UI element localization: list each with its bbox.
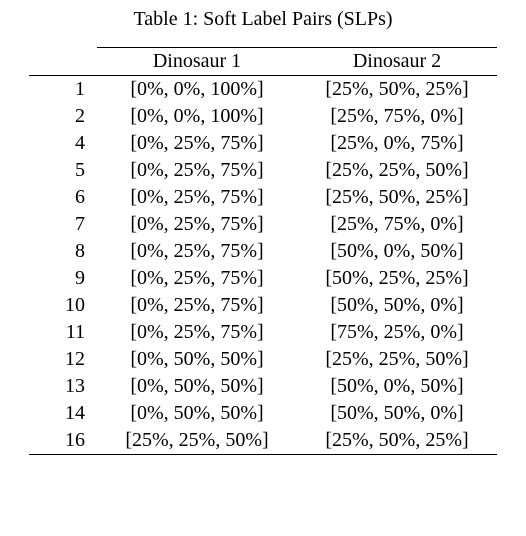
cell-dinosaur-2: [50%, 0%, 50%] xyxy=(297,238,497,265)
cell-dinosaur-1: [0%, 50%, 50%] xyxy=(97,373,297,400)
table-row: 10[0%, 25%, 75%][50%, 50%, 0%] xyxy=(29,292,497,319)
table-row: 8[0%, 25%, 75%][50%, 0%, 50%] xyxy=(29,238,497,265)
cell-dinosaur-2: [25%, 50%, 25%] xyxy=(297,76,497,104)
cell-index: 14 xyxy=(29,400,97,427)
table-row: 12[0%, 50%, 50%][25%, 25%, 50%] xyxy=(29,346,497,373)
cell-dinosaur-2: [50%, 50%, 0%] xyxy=(297,292,497,319)
cell-dinosaur-1: [0%, 25%, 75%] xyxy=(97,319,297,346)
table-row: 4[0%, 25%, 75%][25%, 0%, 75%] xyxy=(29,130,497,157)
cell-dinosaur-2: [25%, 25%, 50%] xyxy=(297,157,497,184)
cell-index: 12 xyxy=(29,346,97,373)
cell-index: 11 xyxy=(29,319,97,346)
cell-dinosaur-2: [25%, 50%, 25%] xyxy=(297,184,497,211)
table-row: 13[0%, 50%, 50%][50%, 0%, 50%] xyxy=(29,373,497,400)
cell-index: 6 xyxy=(29,184,97,211)
cell-dinosaur-2: [50%, 25%, 25%] xyxy=(297,265,497,292)
cell-index: 9 xyxy=(29,265,97,292)
cell-dinosaur-1: [0%, 25%, 75%] xyxy=(97,157,297,184)
table-row: 7[0%, 25%, 75%][25%, 75%, 0%] xyxy=(29,211,497,238)
cell-dinosaur-2: [25%, 0%, 75%] xyxy=(297,130,497,157)
table-row: 6[0%, 25%, 75%][25%, 50%, 25%] xyxy=(29,184,497,211)
slp-table: Dinosaur 1 Dinosaur 2 1[0%, 0%, 100%][25… xyxy=(29,47,497,455)
cell-index: 4 xyxy=(29,130,97,157)
table-row: 14[0%, 50%, 50%][50%, 50%, 0%] xyxy=(29,400,497,427)
table-row: 5[0%, 25%, 75%][25%, 25%, 50%] xyxy=(29,157,497,184)
col-header-index xyxy=(29,48,97,76)
cell-dinosaur-1: [0%, 25%, 75%] xyxy=(97,211,297,238)
table-row: 9[0%, 25%, 75%][50%, 25%, 25%] xyxy=(29,265,497,292)
cell-dinosaur-1: [0%, 50%, 50%] xyxy=(97,400,297,427)
col-header-dinosaur-2: Dinosaur 2 xyxy=(297,48,497,76)
cell-index: 10 xyxy=(29,292,97,319)
cell-index: 5 xyxy=(29,157,97,184)
table-row: 16[25%, 25%, 50%][25%, 50%, 25%] xyxy=(29,427,497,455)
cell-dinosaur-2: [25%, 75%, 0%] xyxy=(297,211,497,238)
cell-index: 13 xyxy=(29,373,97,400)
cell-dinosaur-1: [0%, 25%, 75%] xyxy=(97,292,297,319)
cell-index: 2 xyxy=(29,103,97,130)
table-row: 11[0%, 25%, 75%][75%, 25%, 0%] xyxy=(29,319,497,346)
cell-index: 8 xyxy=(29,238,97,265)
cell-index: 16 xyxy=(29,427,97,455)
cell-dinosaur-2: [25%, 50%, 25%] xyxy=(297,427,497,455)
cell-dinosaur-1: [0%, 25%, 75%] xyxy=(97,130,297,157)
cell-dinosaur-1: [0%, 0%, 100%] xyxy=(97,76,297,104)
cell-index: 1 xyxy=(29,76,97,104)
cell-dinosaur-1: [0%, 25%, 75%] xyxy=(97,265,297,292)
cell-dinosaur-1: [0%, 25%, 75%] xyxy=(97,238,297,265)
cell-dinosaur-2: [75%, 25%, 0%] xyxy=(297,319,497,346)
col-header-dinosaur-1: Dinosaur 1 xyxy=(97,48,297,76)
cell-dinosaur-2: [50%, 0%, 50%] xyxy=(297,373,497,400)
cell-dinosaur-2: [25%, 25%, 50%] xyxy=(297,346,497,373)
cell-dinosaur-1: [0%, 0%, 100%] xyxy=(97,103,297,130)
cell-dinosaur-1: [0%, 25%, 75%] xyxy=(97,184,297,211)
table-row: 1[0%, 0%, 100%][25%, 50%, 25%] xyxy=(29,76,497,104)
table-header-row: Dinosaur 1 Dinosaur 2 xyxy=(29,48,497,76)
cell-dinosaur-1: [0%, 50%, 50%] xyxy=(97,346,297,373)
table-row: 2[0%, 0%, 100%][25%, 75%, 0%] xyxy=(29,103,497,130)
cell-dinosaur-2: [50%, 50%, 0%] xyxy=(297,400,497,427)
table-caption: Table 1: Soft Label Pairs (SLPs) xyxy=(20,8,506,31)
cell-index: 7 xyxy=(29,211,97,238)
cell-dinosaur-1: [25%, 25%, 50%] xyxy=(97,427,297,455)
cell-dinosaur-2: [25%, 75%, 0%] xyxy=(297,103,497,130)
